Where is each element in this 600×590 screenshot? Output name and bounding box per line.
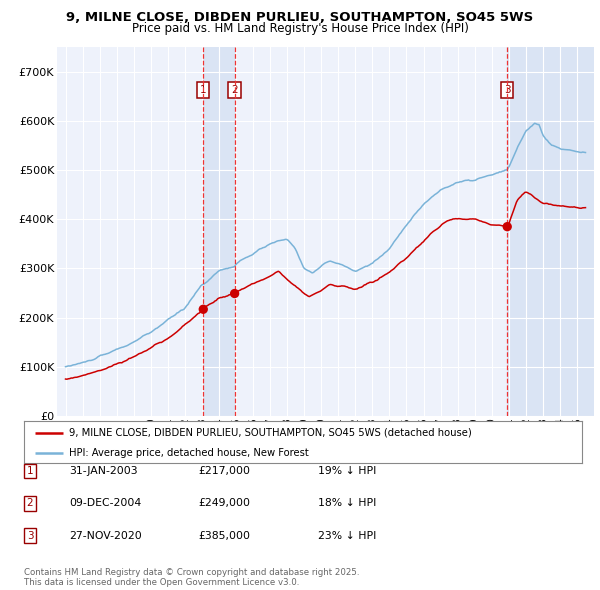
Text: 18% ↓ HPI: 18% ↓ HPI — [318, 499, 376, 508]
Text: HPI: Average price, detached house, New Forest: HPI: Average price, detached house, New … — [68, 448, 308, 457]
Text: 2: 2 — [232, 84, 238, 94]
Text: 9, MILNE CLOSE, DIBDEN PURLIEU, SOUTHAMPTON, SO45 5WS (detached house): 9, MILNE CLOSE, DIBDEN PURLIEU, SOUTHAMP… — [68, 428, 472, 438]
Text: £217,000: £217,000 — [198, 466, 250, 476]
Point — [502, 222, 512, 231]
Text: 1: 1 — [200, 84, 206, 94]
Text: 3: 3 — [504, 84, 511, 94]
Point — [230, 289, 239, 298]
Text: 23% ↓ HPI: 23% ↓ HPI — [318, 531, 376, 540]
Text: £385,000: £385,000 — [198, 531, 250, 540]
Bar — [203, 47, 235, 416]
Text: £249,000: £249,000 — [198, 499, 250, 508]
Text: Price paid vs. HM Land Registry's House Price Index (HPI): Price paid vs. HM Land Registry's House … — [131, 22, 469, 35]
Bar — [507, 47, 594, 416]
Point — [199, 304, 208, 314]
Text: 3: 3 — [26, 531, 34, 540]
Text: 1: 1 — [26, 466, 34, 476]
Text: 27-NOV-2020: 27-NOV-2020 — [69, 531, 142, 540]
Text: 09-DEC-2004: 09-DEC-2004 — [69, 499, 141, 508]
Text: 31-JAN-2003: 31-JAN-2003 — [69, 466, 137, 476]
Text: 9, MILNE CLOSE, DIBDEN PURLIEU, SOUTHAMPTON, SO45 5WS: 9, MILNE CLOSE, DIBDEN PURLIEU, SOUTHAMP… — [67, 11, 533, 24]
Text: Contains HM Land Registry data © Crown copyright and database right 2025.
This d: Contains HM Land Registry data © Crown c… — [24, 568, 359, 587]
Text: 19% ↓ HPI: 19% ↓ HPI — [318, 466, 376, 476]
Text: 2: 2 — [26, 499, 34, 508]
